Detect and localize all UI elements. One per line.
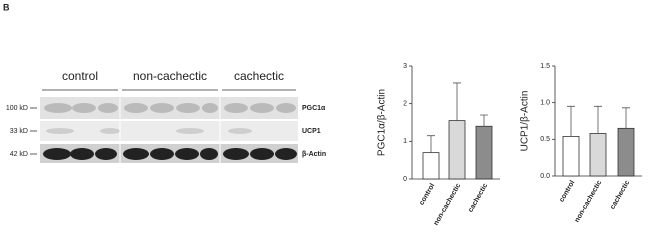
y-tick-label: 3	[403, 63, 407, 70]
error-bar	[567, 105, 575, 137]
error-bar	[453, 82, 461, 121]
y-tick-label: 0	[403, 176, 407, 183]
protein-label: UCP1	[302, 128, 321, 135]
y-axis-label: PGC1α/β-Actin	[377, 89, 388, 156]
band	[123, 148, 149, 160]
band	[150, 148, 174, 160]
blot-strip	[40, 121, 298, 141]
band	[100, 128, 120, 134]
protein-label: PGC1α	[302, 105, 326, 112]
band	[176, 128, 204, 134]
band	[275, 148, 297, 160]
bar	[562, 135, 580, 177]
y-tick-label: 1.5	[540, 63, 550, 70]
bar	[475, 125, 493, 180]
y-tick-label: 1.0	[540, 100, 550, 107]
y-axis-label: UCP1/β-Actin	[520, 91, 531, 152]
bar	[422, 152, 440, 180]
marker-label: 100 kD	[6, 105, 28, 112]
bar	[448, 120, 466, 180]
y-tick-label: 2	[403, 101, 407, 108]
x-tick-label: cachectic	[467, 182, 489, 213]
band	[202, 103, 218, 113]
band	[223, 148, 249, 160]
marker-label: 33 kD	[10, 128, 28, 135]
y-tick-label: 1	[403, 138, 407, 145]
blot	[40, 97, 298, 163]
group-label: cachectic	[234, 69, 284, 83]
band	[124, 103, 148, 113]
x-tick-label: control	[558, 179, 576, 203]
error-bar	[480, 114, 488, 127]
band	[46, 128, 74, 134]
band	[150, 103, 174, 113]
group-label: non-cachectic	[133, 69, 207, 83]
error-bar	[427, 135, 435, 153]
band	[250, 103, 274, 113]
x-tick-label: non-cachectic	[574, 179, 604, 223]
y-tick-label: 0.0	[540, 173, 550, 180]
band	[176, 103, 200, 113]
band	[276, 103, 296, 113]
marker-label: 42 kD	[10, 151, 28, 158]
x-tick-label: control	[418, 182, 436, 206]
band	[200, 148, 218, 160]
error-bar	[622, 107, 630, 129]
protein-label: β-Actin	[302, 151, 326, 158]
y-tick-label: 0.5	[540, 136, 550, 143]
band	[43, 148, 71, 160]
x-tick-label: non-cachectic	[433, 182, 463, 226]
group-label: control	[62, 69, 98, 83]
band	[95, 148, 117, 160]
band	[44, 103, 72, 113]
bar	[617, 127, 635, 177]
band	[70, 148, 94, 160]
band	[72, 103, 96, 113]
band	[224, 103, 248, 113]
band	[250, 148, 274, 160]
band	[175, 148, 199, 160]
error-bar	[594, 105, 602, 134]
band	[228, 128, 252, 134]
x-tick-label: cachectic	[609, 179, 631, 210]
panel-label: B	[3, 2, 10, 12]
band	[98, 103, 118, 113]
bar	[589, 133, 607, 177]
